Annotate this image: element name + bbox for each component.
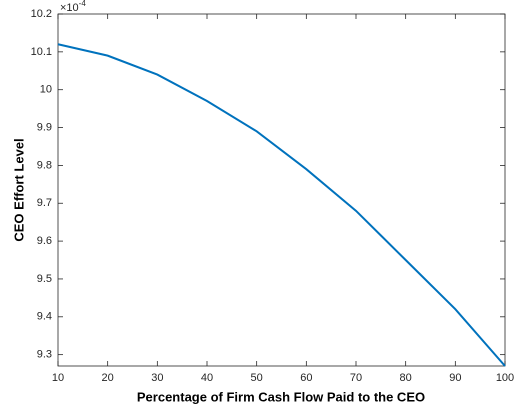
x-tick-label: 10 [52, 372, 64, 384]
plot-frame [57, 13, 506, 367]
x-tick-label: 90 [449, 372, 461, 384]
exponent-base: ×10 [60, 2, 79, 14]
y-tick-label: 10.1 [31, 46, 52, 58]
x-tick-label: 60 [300, 372, 312, 384]
x-tick-label: 70 [350, 372, 362, 384]
exponent-power: -4 [79, 0, 87, 8]
line-series [57, 43, 506, 367]
y-tick-label: 9.9 [37, 121, 52, 133]
x-tick-label: 20 [102, 372, 114, 384]
x-tick-label: 80 [400, 372, 412, 384]
y-tick-label: 9.5 [37, 273, 52, 285]
y-tick-label: 9.3 [37, 349, 52, 361]
y-tick-label: 10 [40, 84, 52, 96]
x-tick-label: 50 [251, 372, 263, 384]
x-tick-label: 100 [496, 372, 514, 384]
y-tick-label: 10.2 [31, 8, 52, 20]
y-tick-label: 9.6 [37, 235, 52, 247]
axis-exponent: ×10-4 [60, 0, 86, 14]
y-tick-label: 9.4 [37, 311, 52, 323]
x-tick-label: 30 [151, 372, 163, 384]
y-tick-label: 9.8 [37, 159, 52, 171]
x-axis-label: Percentage of Firm Cash Flow Paid to the… [137, 389, 425, 404]
y-tick-label: 9.7 [37, 197, 52, 209]
y-axis-label: CEO Effort Level [11, 138, 26, 241]
x-tick-label: 40 [201, 372, 213, 384]
